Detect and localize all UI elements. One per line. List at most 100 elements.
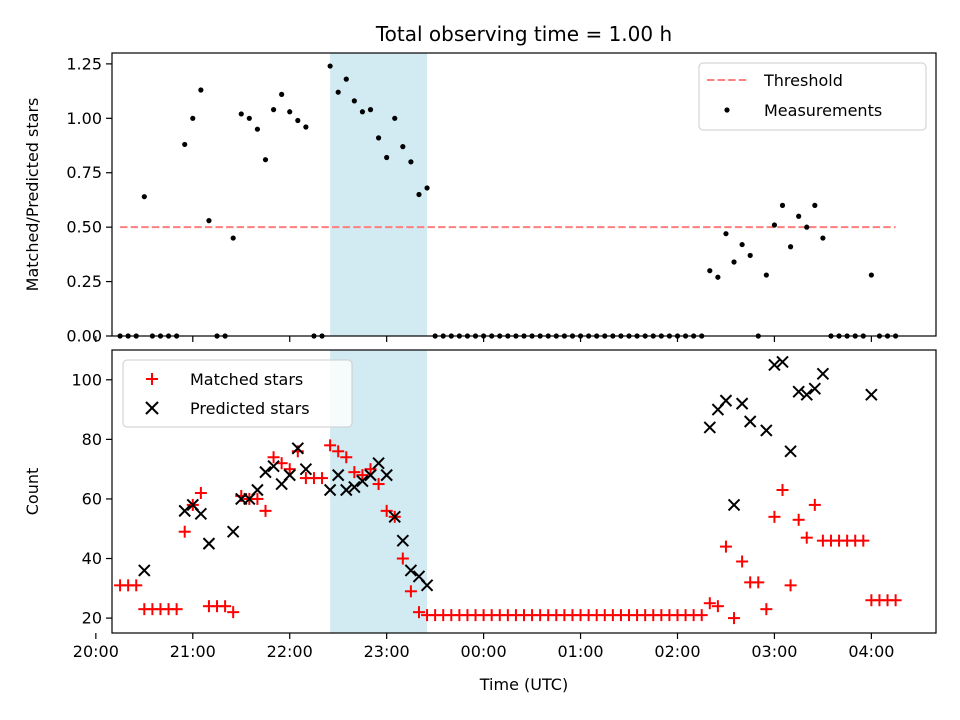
x-tick-label: 22:00 [267, 642, 313, 661]
axes-frame [111, 52, 937, 337]
measurement-point [723, 231, 729, 237]
matched-star-point [316, 472, 329, 485]
y-tick-label: 60 [82, 489, 102, 508]
matched-star-point [178, 525, 191, 538]
measurement-point [270, 107, 277, 113]
predicted-star-point [404, 564, 418, 577]
x-tick-label: 00:00 [461, 642, 507, 661]
matched-star-point [340, 451, 353, 464]
highlight-span [330, 53, 428, 336]
x-tick-label: 03:00 [751, 642, 797, 661]
predicted-star-point [784, 445, 797, 458]
y-tick-label: 80 [82, 430, 102, 449]
matched-star-point [760, 603, 773, 616]
y-tick-label: 0.75 [66, 163, 102, 182]
measurement-point [424, 185, 430, 191]
predicted-star-point [259, 465, 272, 479]
predicted-star-point [743, 415, 757, 428]
matched-star-point [324, 439, 337, 452]
predicted-star-point [776, 355, 789, 369]
measurement-point [279, 91, 285, 97]
x-axis-label: Time (UTC) [479, 675, 568, 694]
matched-star-point [776, 484, 789, 497]
measurement-point [246, 115, 252, 121]
matched-star-point [703, 597, 716, 610]
matched-star-point [889, 594, 902, 607]
predicted-star-point [816, 367, 830, 381]
predicted-star-point [348, 480, 361, 494]
axes-frame [111, 349, 937, 634]
measurement-point [367, 107, 374, 113]
matched-star-point [808, 498, 821, 511]
measurement-point [351, 98, 357, 104]
matched-star-point [396, 552, 409, 565]
measurement-point [787, 244, 794, 250]
x-tick-label: 04:00 [848, 642, 894, 661]
measurement-point [763, 272, 769, 278]
predicted-star-point [396, 534, 410, 547]
y-tick-label: 0.25 [66, 272, 102, 291]
measurement-point [262, 157, 269, 163]
measurement-point [359, 109, 366, 115]
measurement-point [747, 252, 753, 259]
predicted-star-point [800, 388, 813, 401]
x-tick-label: 02:00 [654, 642, 700, 661]
matched-star-point [267, 451, 280, 464]
measurement-point [731, 259, 737, 265]
matched-star-point [170, 603, 183, 616]
y-tick-label: 1.25 [66, 54, 102, 73]
matched-star-point [800, 531, 813, 544]
measurement-point [408, 159, 414, 165]
y-tick-label: 1.00 [66, 109, 102, 128]
matched-star-point [857, 534, 870, 547]
matched-star-point [412, 606, 425, 619]
measurement-point [375, 135, 382, 141]
measurement-point [303, 124, 309, 130]
y-tick-label: 40 [82, 549, 102, 568]
measurement-point [287, 109, 293, 115]
measurement-point [804, 224, 810, 230]
predicted-star-point [226, 525, 240, 538]
measurement-point [335, 89, 341, 95]
measurement-point [416, 191, 422, 198]
matched-star-point [219, 600, 232, 613]
predicted-star-point [138, 564, 151, 577]
y-axis-ticks: 20 40 60 80 100 [71, 370, 112, 628]
predicted-star-point [202, 537, 216, 550]
matched-star-point [332, 445, 345, 458]
predicted-star-point [388, 510, 401, 524]
predicted-star-point [340, 483, 353, 497]
matched-star-point [283, 463, 296, 476]
legend-threshold-label: Threshold [763, 71, 843, 90]
panel-ratio: 0.00 0.25 0.50 0.75 1.00 1.25 Matched/Predict… [23, 52, 937, 346]
y-tick-label: 20 [82, 609, 102, 628]
legend-measurements-label: Measurements [764, 101, 882, 120]
y-axis-label: Count [23, 468, 42, 516]
predicted-star-point [792, 385, 805, 398]
predicted-star-point [356, 474, 369, 488]
legend-matched-label: Matched stars [190, 370, 303, 389]
legend: Threshold Measurements [698, 62, 927, 131]
x-tick-label: 20:00 [73, 642, 119, 661]
measurement-point [384, 154, 390, 161]
predicted-star-point [727, 498, 741, 512]
matched-stars-points [114, 439, 902, 625]
predicted-star-point [703, 421, 717, 434]
panel-count: 20 40 60 80 100 20:00 21:00 22:00 23:00 00:00 01:… [23, 349, 937, 694]
predicted-star-point [194, 507, 208, 521]
matched-star-point [404, 585, 417, 598]
matched-star-point [784, 579, 797, 592]
matched-star-point [695, 609, 708, 622]
predicted-star-point [283, 468, 296, 482]
x-axis-ticks [95, 336, 872, 342]
predicted-star-point [735, 397, 749, 410]
measurement-point [254, 126, 261, 132]
predicted-star-point [251, 483, 264, 497]
x-tick-label: 01:00 [557, 642, 603, 661]
legend-predicted-label: Predicted stars [190, 399, 310, 418]
y-axis-ticks: 0.00 0.25 0.50 0.75 1.00 1.25 [66, 54, 112, 346]
predicted-star-point [719, 394, 733, 407]
matched-star-point [768, 510, 781, 523]
legend-measurements-swatch [724, 107, 730, 113]
predicted-star-point [291, 442, 305, 455]
